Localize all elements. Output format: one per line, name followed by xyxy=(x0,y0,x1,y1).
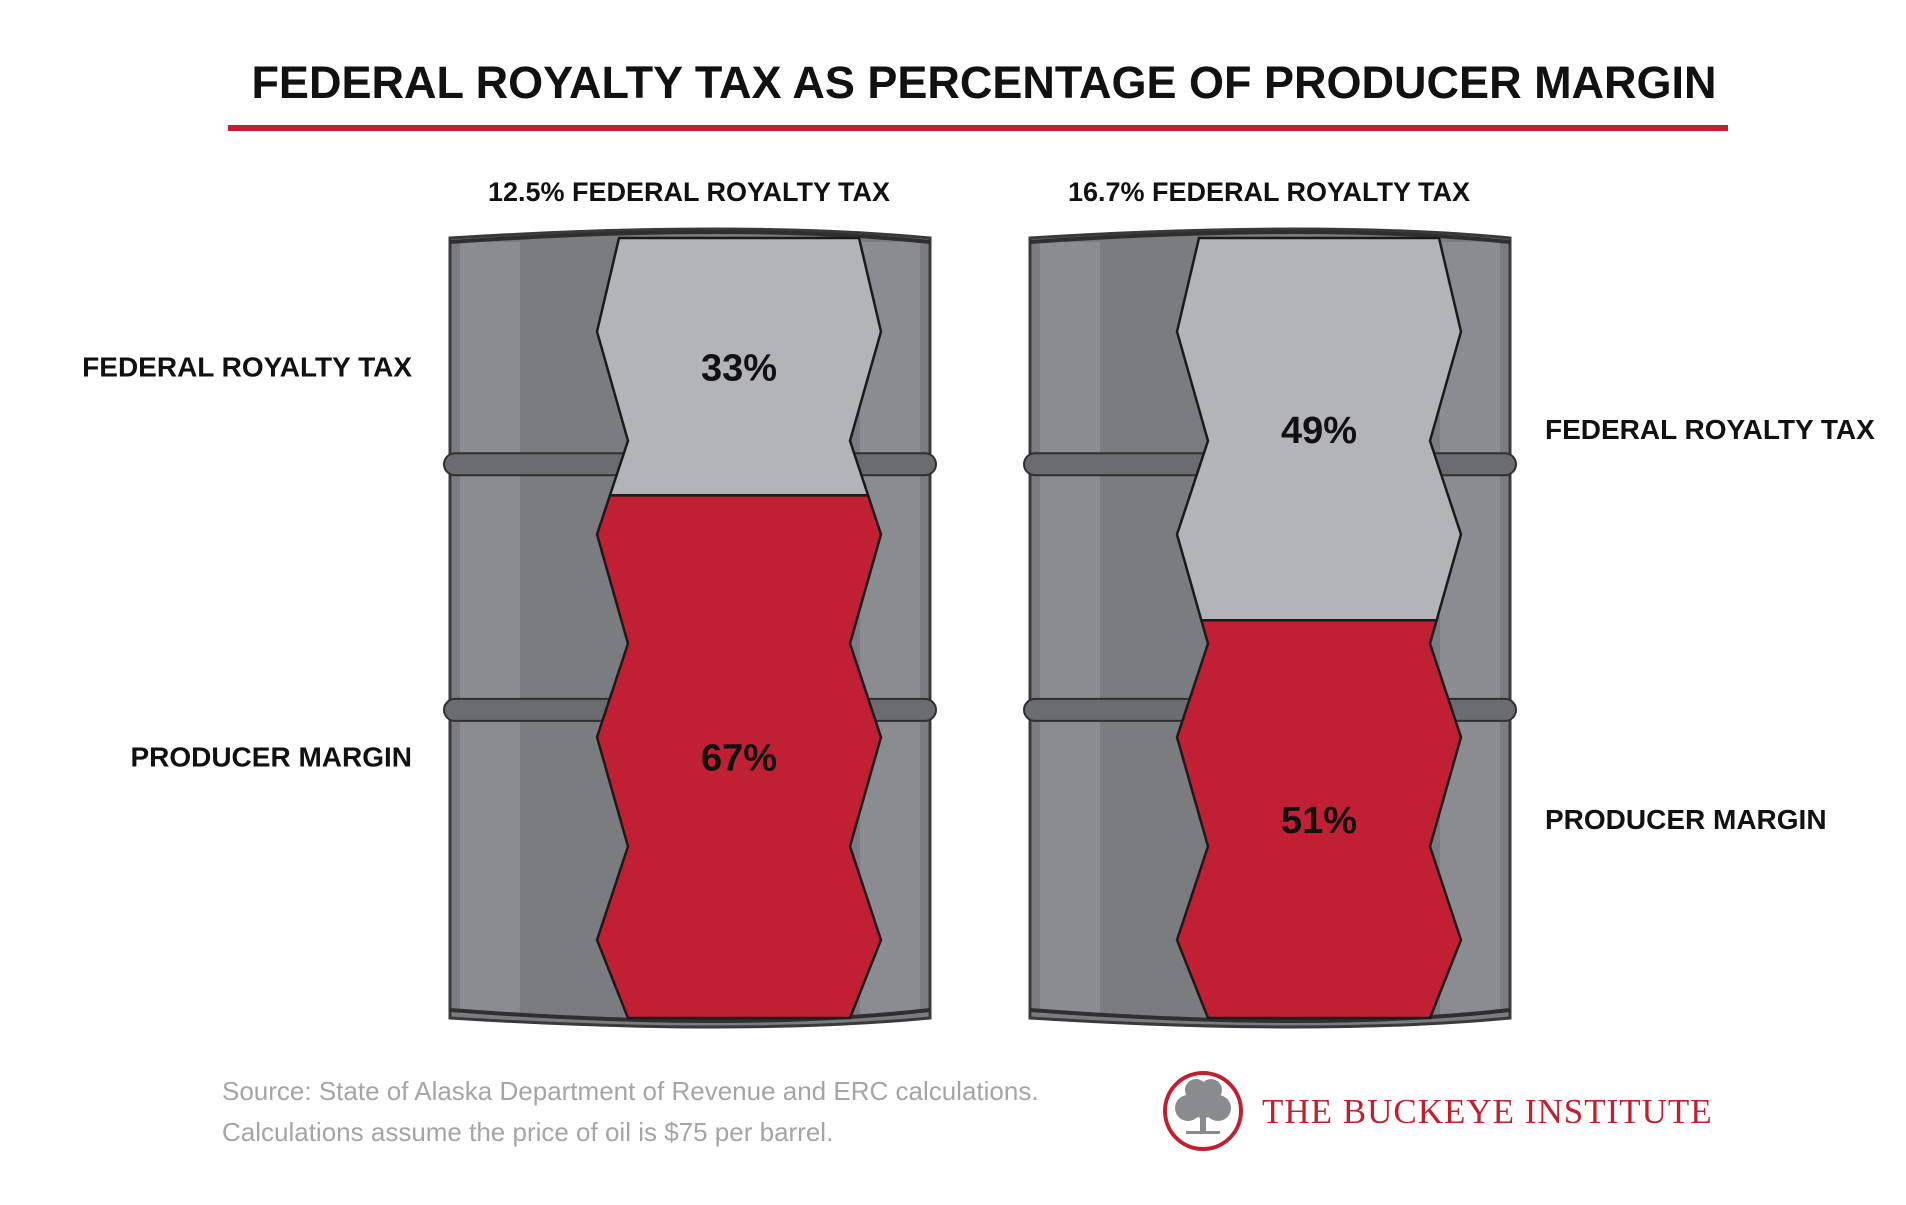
barrel-bottom-rim xyxy=(449,1008,931,1023)
value-label-margin: 51% xyxy=(1281,800,1357,842)
barrel-top-rim xyxy=(1029,230,1511,244)
barrel-shade-left xyxy=(1040,242,1100,1014)
barrel-2: 49% FEDERAL ROYALTY TAX 51% PRODUCER MARGIN… xyxy=(1023,177,1875,1029)
category-label-margin: PRODUCER MARGIN xyxy=(130,742,412,773)
value-label-tax: 33% xyxy=(701,348,777,390)
stripe-segment-margin xyxy=(595,494,883,1020)
chart-title: FEDERAL ROYALTY TAX AS PERCENTAGE OF PRO… xyxy=(251,57,1716,108)
barrels-group: 33% FEDERAL ROYALTY TAX 67% PRODUCER MARGIN… xyxy=(82,177,1875,1029)
brand-name: THE BUCKEYE INSTITUTE xyxy=(1262,1092,1713,1131)
tree-icon-ground xyxy=(1186,1131,1220,1134)
source-line-2: Calculations assume the price of oil is … xyxy=(222,1117,833,1147)
barrel-subtitle: 16.7% FEDERAL ROYALTY TAX xyxy=(1068,177,1470,207)
barrel-top-rim xyxy=(449,230,931,244)
barrel-1: 33% FEDERAL ROYALTY TAX 67% PRODUCER MARGIN… xyxy=(82,177,937,1029)
brand-logo xyxy=(1163,1071,1243,1151)
category-label-tax: FEDERAL ROYALTY TAX xyxy=(1545,414,1875,445)
source-line-1: Source: State of Alaska Department of Re… xyxy=(222,1076,1039,1106)
category-label-margin: PRODUCER MARGIN xyxy=(1545,804,1827,835)
tree-icon-trunk xyxy=(1200,1114,1206,1132)
barrel-bottom-rim xyxy=(1029,1008,1511,1023)
category-label-tax: FEDERAL ROYALTY TAX xyxy=(82,352,412,383)
barrel-shade-left xyxy=(460,242,520,1014)
title-rule xyxy=(228,125,1728,131)
tree-icon-crown xyxy=(1175,1079,1231,1121)
barrel-subtitle: 12.5% FEDERAL ROYALTY TAX xyxy=(488,177,890,207)
value-label-tax: 49% xyxy=(1281,410,1357,452)
stripe-segment-margin xyxy=(1175,618,1463,1020)
value-label-margin: 67% xyxy=(701,738,777,780)
